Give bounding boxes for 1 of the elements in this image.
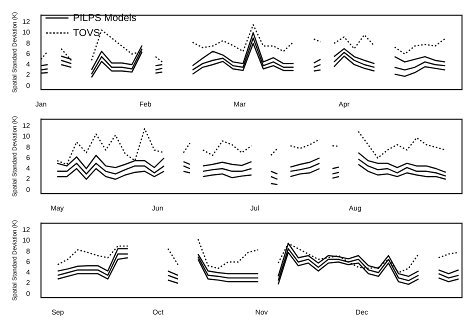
legend-label: TOVS: [72, 28, 100, 39]
